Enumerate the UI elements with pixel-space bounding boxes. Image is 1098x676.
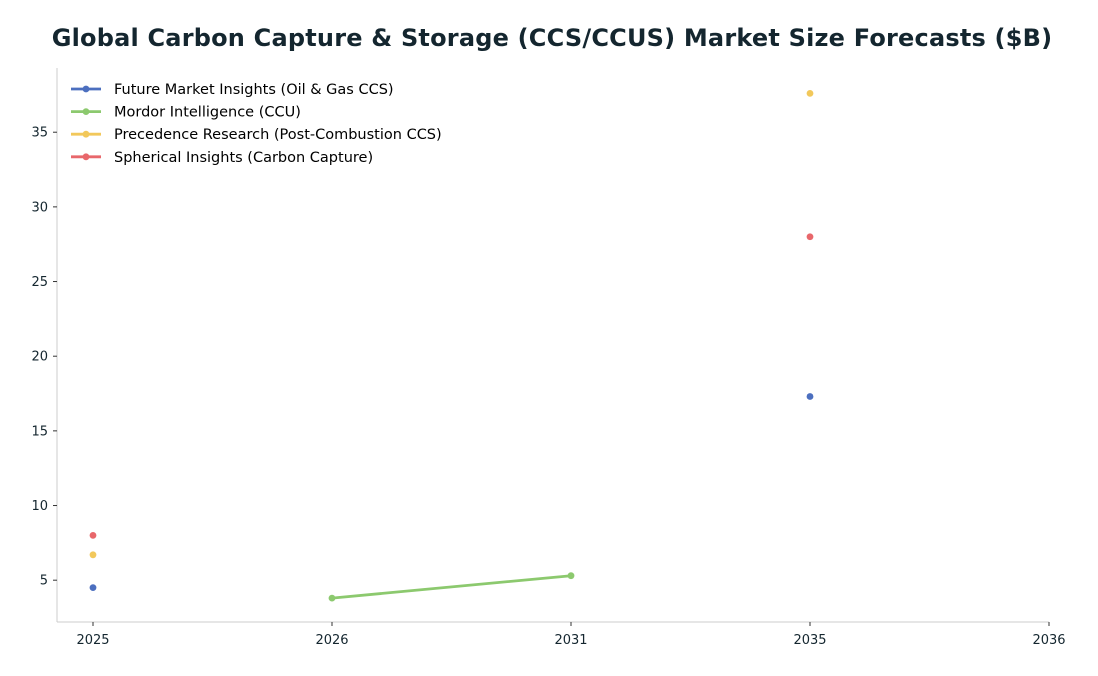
x-tick-label: 2031 <box>554 633 587 648</box>
legend-label: Future Market Insights (Oil & Gas CCS) <box>114 82 394 98</box>
y-tick-label: 5 <box>40 574 48 589</box>
x-tick-label: 2026 <box>315 633 348 648</box>
x-tick-label: 2025 <box>76 633 109 648</box>
data-point <box>806 233 814 241</box>
y-tick-label: 20 <box>31 350 48 365</box>
series-layer <box>89 89 814 602</box>
data-point <box>806 393 814 400</box>
chart-title: Global Carbon Capture & Storage (CCS/CCU… <box>51 24 1053 52</box>
y-tick-label: 35 <box>31 126 48 141</box>
data-point <box>89 531 97 539</box>
y-tick-label: 10 <box>31 499 48 514</box>
data-point <box>328 594 336 602</box>
legend-label: Spherical Insights (Carbon Capture) <box>114 150 373 166</box>
y-tick-label: 25 <box>31 275 48 290</box>
legend: Future Market Insights (Oil & Gas CCS) Mo… <box>71 82 442 166</box>
legend-label: Precedence Research (Post-Combustion CCS… <box>114 127 442 143</box>
legend-marker <box>82 85 90 93</box>
series-line <box>330 574 573 600</box>
data-point <box>89 551 97 559</box>
legend-marker <box>82 153 90 161</box>
legend-label: Mordor Intelligence (CCU) <box>114 105 301 121</box>
x-tick-label: 2035 <box>793 633 826 648</box>
data-point <box>89 584 97 592</box>
y-tick-label: 15 <box>31 424 48 439</box>
y-tick-label: 30 <box>31 200 48 215</box>
legend-marker <box>82 108 90 115</box>
data-point <box>806 89 814 97</box>
data-point <box>567 572 575 580</box>
legend-marker <box>82 130 90 138</box>
x-tick-label: 2036 <box>1032 633 1065 648</box>
